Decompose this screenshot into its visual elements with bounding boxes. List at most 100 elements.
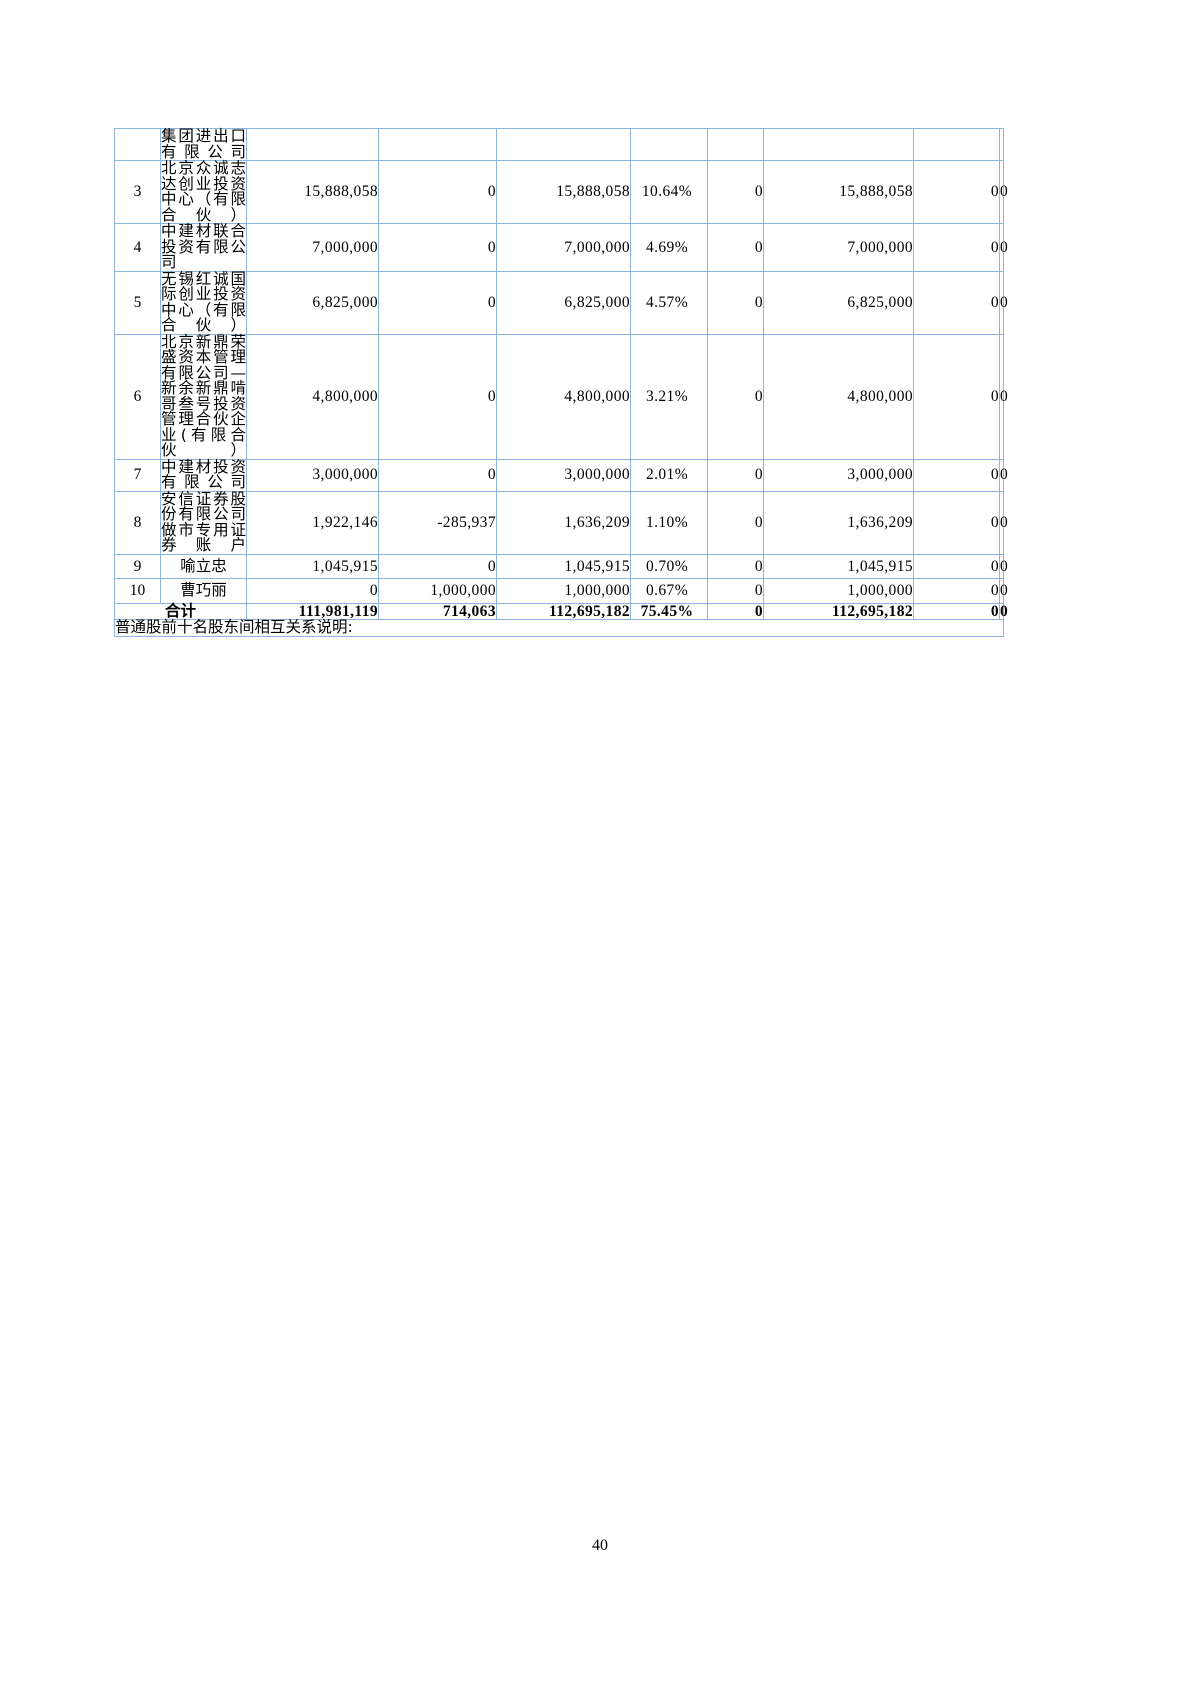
restricted-shares: 0 <box>707 553 764 579</box>
holding-ratio: 4.69% <box>630 223 708 272</box>
row-index: 9 <box>114 553 161 579</box>
frozen-shares <box>999 128 1004 161</box>
restricted-shares: 0 <box>707 333 764 460</box>
row-index: 8 <box>114 490 161 555</box>
shareholder-name: 北京新鼎荣盛资本管理有限公司—新余新鼎啃哥叁号投资管理合伙企业(有限合伙） <box>160 332 247 460</box>
row-index: 10 <box>114 578 161 604</box>
restricted-shares: 0 <box>707 458 764 492</box>
relationship-note: 普通股前十名股东间相互关系说明: <box>114 619 1004 637</box>
closing-shares: 7,000,000 <box>496 223 631 272</box>
holding-ratio: 10.64% <box>630 160 708 224</box>
frozen-shares: 0 <box>999 458 1008 492</box>
total-closing-shares: 112,695,182 <box>496 602 631 620</box>
holding-ratio: 1.10% <box>630 490 708 555</box>
row-index: 4 <box>114 223 161 272</box>
closing-shares <box>496 128 631 161</box>
shareholder-name: 中建材投资有限公司 <box>160 457 247 492</box>
change-shares: 1,000,000 <box>378 578 497 604</box>
table-row: 10 曹巧丽 0 1,000,000 1,000,000 0.67% 0 1,0… <box>114 578 1008 604</box>
change-shares: 0 <box>378 160 497 224</box>
closing-shares: 1,000,000 <box>496 578 631 604</box>
closing-shares: 4,800,000 <box>496 333 631 460</box>
restricted-shares: 0 <box>707 490 764 555</box>
closing-shares: 1,636,209 <box>496 490 631 555</box>
closing-shares: 1,045,915 <box>496 553 631 579</box>
opening-shares: 1,922,146 <box>246 490 379 555</box>
frozen-shares: 0 <box>999 578 1008 604</box>
shareholder-name: 安信证券股份有限公司做市专用证券账户 <box>160 489 247 555</box>
shareholder-name: 无锡红诚国际创业投资中心（有限合伙） <box>160 269 247 335</box>
row-index: 6 <box>114 333 161 460</box>
shareholder-name: 中建材联合投资有限公司 <box>160 222 247 272</box>
pledged-shares: 0 <box>913 223 1000 272</box>
shareholders-table: 集团进出口有限公司 3 北京众诚志达创业投资中心（有限合伙） 15,888,05… <box>114 127 1009 637</box>
total-pledged-shares: 0 <box>913 602 1000 620</box>
opening-shares: 1,045,915 <box>246 553 379 579</box>
opening-shares: 7,000,000 <box>246 223 379 272</box>
restricted-shares: 0 <box>707 270 764 335</box>
shareholder-name: 北京众诚志达创业投资中心（有限合伙） <box>160 159 247 224</box>
page-number: 40 <box>592 1537 608 1554</box>
unrestricted-shares: 4,800,000 <box>763 333 914 460</box>
frozen-shares: 0 <box>999 333 1008 460</box>
restricted-shares <box>707 128 764 161</box>
pledged-shares: 0 <box>913 458 1000 492</box>
holding-ratio: 4.57% <box>630 270 708 335</box>
table-row: 9 喻立忠 1,045,915 0 1,045,915 0.70% 0 1,04… <box>114 553 1008 579</box>
total-frozen-shares: 0 <box>999 602 1009 620</box>
shareholder-name: 喻立忠 <box>160 553 247 579</box>
pledged-shares: 0 <box>913 553 1000 579</box>
frozen-shares: 0 <box>999 160 1008 224</box>
table-row: 7 中建材投资有限公司 3,000,000 0 3,000,000 2.01% … <box>114 457 1008 492</box>
change-shares: -285,937 <box>378 490 497 555</box>
opening-shares <box>246 128 379 161</box>
shareholder-name: 曹巧丽 <box>160 578 247 604</box>
unrestricted-shares: 3,000,000 <box>763 458 914 492</box>
frozen-shares: 0 <box>999 270 1008 335</box>
table-row: 4 中建材联合投资有限公司 7,000,000 0 7,000,000 4.69… <box>114 222 1008 272</box>
table-row: 8 安信证券股份有限公司做市专用证券账户 1,922,146 -285,937 … <box>114 489 1008 555</box>
unrestricted-shares <box>763 128 914 161</box>
change-shares <box>378 128 497 161</box>
shareholders-table-container: 集团进出口有限公司 3 北京众诚志达创业投资中心（有限合伙） 15,888,05… <box>114 127 1009 637</box>
opening-shares: 6,825,000 <box>246 270 379 335</box>
closing-shares: 15,888,058 <box>496 160 631 224</box>
holding-ratio <box>630 128 708 161</box>
unrestricted-shares: 15,888,058 <box>763 160 914 224</box>
total-restricted-shares: 0 <box>707 602 764 620</box>
holding-ratio: 2.01% <box>630 458 708 492</box>
holding-ratio: 0.67% <box>630 578 708 604</box>
frozen-shares: 0 <box>999 223 1008 272</box>
change-shares: 0 <box>378 223 497 272</box>
unrestricted-shares: 1,000,000 <box>763 578 914 604</box>
pledged-shares: 0 <box>913 270 1000 335</box>
unrestricted-shares: 6,825,000 <box>763 270 914 335</box>
total-unrestricted-shares: 112,695,182 <box>763 602 914 620</box>
table-row: 5 无锡红诚国际创业投资中心（有限合伙） 6,825,000 0 6,825,0… <box>114 269 1008 335</box>
row-index <box>114 128 161 161</box>
change-shares: 0 <box>378 458 497 492</box>
unrestricted-shares: 1,636,209 <box>763 490 914 555</box>
table-row: 6 北京新鼎荣盛资本管理有限公司—新余新鼎啃哥叁号投资管理合伙企业(有限合伙） … <box>114 332 1008 460</box>
table-row-total: 合计 111,981,119 714,063 112,695,182 75.45… <box>114 602 1009 620</box>
table-row: 3 北京众诚志达创业投资中心（有限合伙） 15,888,058 0 15,888… <box>114 159 1008 224</box>
holding-ratio: 0.70% <box>630 553 708 579</box>
row-index: 3 <box>114 160 161 224</box>
opening-shares: 3,000,000 <box>246 458 379 492</box>
table-row-note: 普通股前十名股东间相互关系说明: <box>114 619 1004 637</box>
row-index: 7 <box>114 458 161 492</box>
opening-shares: 0 <box>246 578 379 604</box>
shareholders-table-body: 集团进出口有限公司 3 北京众诚志达创业投资中心（有限合伙） 15,888,05… <box>114 127 1009 637</box>
closing-shares: 3,000,000 <box>496 458 631 492</box>
change-shares: 0 <box>378 553 497 579</box>
pledged-shares: 0 <box>913 160 1000 224</box>
unrestricted-shares: 1,045,915 <box>763 553 914 579</box>
opening-shares: 15,888,058 <box>246 160 379 224</box>
total-change-shares: 714,063 <box>378 602 497 620</box>
change-shares: 0 <box>378 333 497 460</box>
shareholder-name: 集团进出口有限公司 <box>160 127 247 161</box>
restricted-shares: 0 <box>707 160 764 224</box>
row-index: 5 <box>114 270 161 335</box>
pledged-shares: 0 <box>913 333 1000 460</box>
